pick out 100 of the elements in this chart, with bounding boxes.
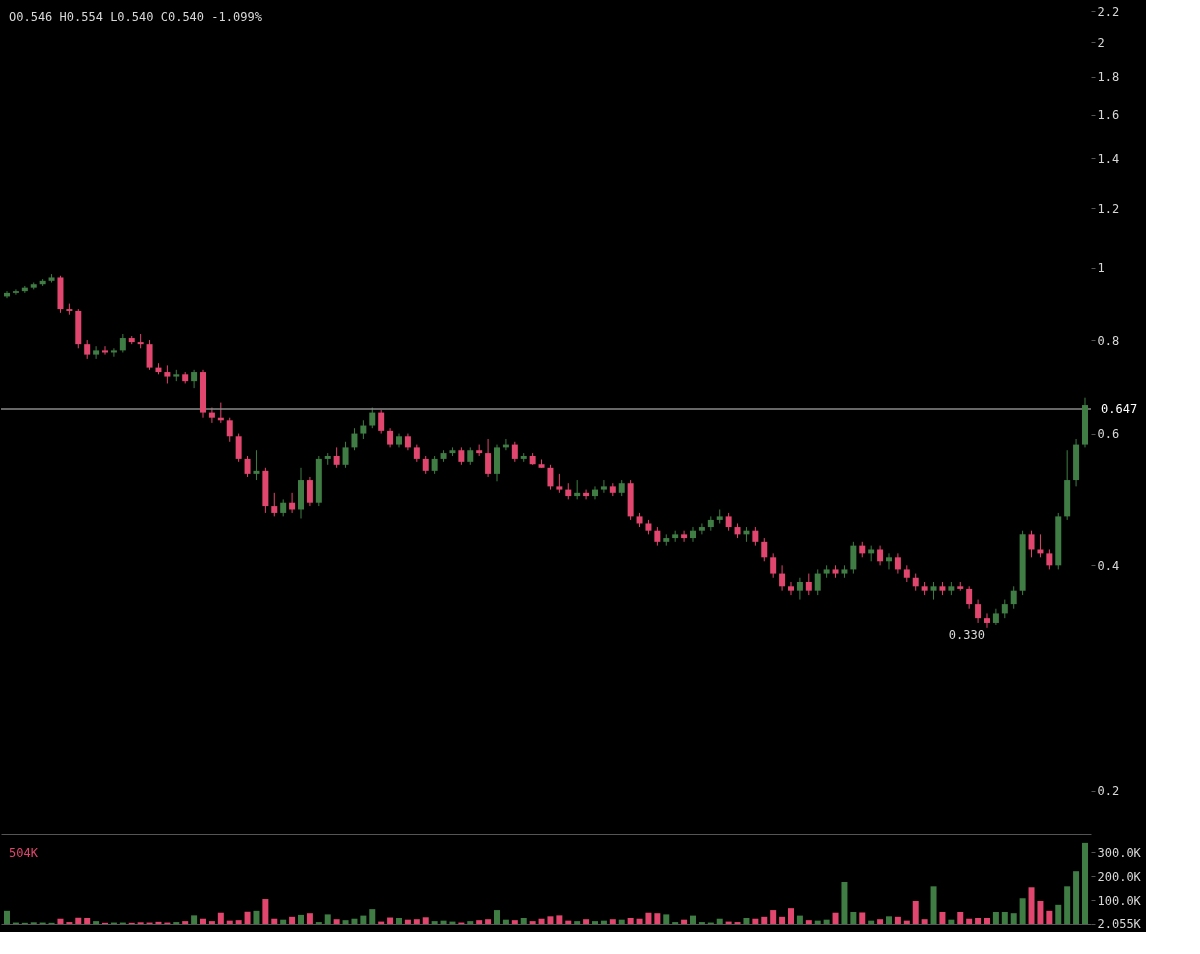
candlestick — [1010, 585, 1017, 610]
bar — [351, 918, 358, 924]
bar — [191, 915, 198, 924]
candlestick — [110, 347, 117, 358]
bar — [476, 920, 483, 924]
bar — [289, 916, 296, 924]
bar — [538, 918, 545, 924]
bar — [387, 917, 394, 924]
bar — [681, 919, 688, 924]
candlestick — [1046, 548, 1053, 570]
bar — [57, 918, 64, 924]
candlestick — [511, 441, 518, 463]
bar — [877, 919, 884, 924]
candlestick — [1028, 530, 1035, 558]
candlestick — [1001, 599, 1008, 619]
candlestick — [752, 526, 759, 547]
bar — [627, 918, 634, 924]
bar — [966, 918, 973, 924]
bar — [520, 918, 527, 924]
candlestick — [547, 464, 554, 491]
bar — [654, 913, 661, 924]
y-tick-label: 200.0K — [1097, 869, 1142, 884]
bar — [396, 918, 402, 924]
bar — [779, 916, 786, 924]
bar — [983, 918, 990, 924]
bar — [547, 916, 554, 924]
bar — [494, 910, 500, 924]
bar — [93, 921, 100, 924]
candlestick — [850, 541, 857, 575]
bar — [903, 920, 910, 924]
candlestick — [779, 564, 786, 592]
y-tick-label: 0.6 — [1097, 427, 1120, 442]
y-tick-label: 0.4 — [1097, 558, 1120, 573]
bar — [609, 919, 616, 924]
annotation: O0.546 H0.554 L0.540 C0.540 -1.099% — [9, 10, 263, 24]
bar — [271, 918, 278, 924]
bar — [440, 920, 447, 924]
bar — [511, 920, 518, 924]
candlestick — [787, 581, 794, 596]
candlestick — [164, 364, 171, 384]
bar — [413, 919, 420, 924]
bar — [262, 899, 269, 924]
bar — [948, 919, 955, 924]
bar — [841, 882, 848, 924]
bar — [939, 912, 946, 924]
candlestick — [351, 427, 358, 451]
candlestick — [102, 345, 109, 356]
bar — [1064, 886, 1071, 924]
candlestick — [387, 427, 394, 448]
ref-line-label: 0.647 — [1101, 402, 1138, 417]
candlestick — [796, 577, 803, 601]
candlestick — [885, 552, 892, 570]
candlestick — [600, 479, 607, 494]
bar — [805, 920, 812, 924]
candlestick — [119, 333, 126, 353]
candlestick — [966, 585, 973, 610]
bar — [787, 908, 794, 924]
bar — [4, 910, 11, 924]
candlestick — [1037, 533, 1044, 558]
bar — [1046, 910, 1053, 924]
candlestick — [770, 552, 777, 579]
bar — [796, 915, 803, 924]
bar — [716, 918, 723, 924]
bar — [663, 914, 670, 924]
candlestick — [877, 545, 884, 566]
candlestick — [698, 522, 705, 535]
candlestick — [378, 409, 385, 435]
annotation: 504K — [9, 846, 39, 860]
bar — [200, 918, 207, 924]
bar — [565, 920, 572, 924]
bar — [600, 920, 607, 924]
y-tick-label: 2.2 — [1097, 4, 1120, 19]
y-tick-label: 1.6 — [1097, 108, 1120, 123]
bar — [298, 914, 305, 924]
bar — [360, 915, 367, 924]
bar — [333, 919, 340, 924]
bar — [84, 918, 91, 924]
bar — [761, 916, 768, 924]
bar — [529, 921, 536, 924]
candlestick — [226, 417, 233, 443]
y-tick-label: 0.8 — [1097, 333, 1120, 348]
bar — [404, 919, 411, 924]
bar — [1055, 904, 1062, 924]
candlestick — [761, 537, 768, 562]
candlestick — [485, 438, 492, 478]
bar — [306, 913, 313, 924]
bar — [618, 919, 625, 924]
bar — [253, 910, 260, 924]
bar — [868, 920, 875, 924]
candlestick — [271, 492, 278, 517]
candlestick — [84, 339, 91, 360]
candlestick — [574, 479, 581, 500]
bar — [1001, 912, 1008, 924]
bar — [690, 915, 696, 924]
bar — [1073, 871, 1080, 924]
bar — [155, 921, 162, 924]
bar — [208, 921, 215, 924]
bar — [814, 920, 821, 924]
bar — [369, 909, 376, 924]
candlestick — [208, 407, 215, 424]
